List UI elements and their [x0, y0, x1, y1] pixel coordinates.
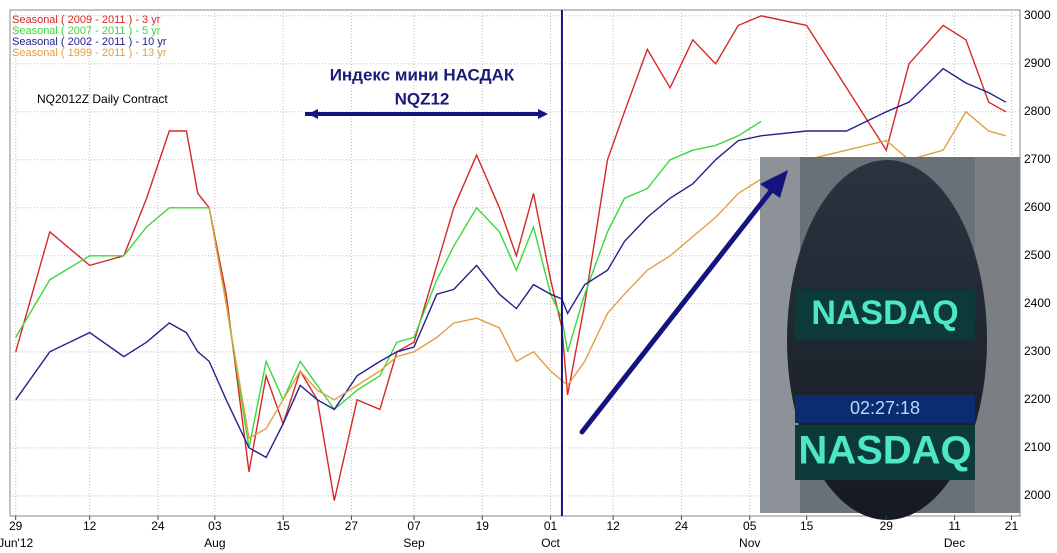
arrow-line — [579, 179, 781, 435]
legend-entry: Seasonal ( 2007 - 2011 ) - 5 yr — [12, 25, 161, 37]
x-tick-label: 05 — [743, 519, 757, 533]
x-tick-label: 24 — [151, 519, 165, 533]
x-month-label: Nov — [739, 536, 760, 550]
y-tick-label: 2200 — [1024, 392, 1051, 406]
x-tick-label: 15 — [276, 519, 290, 533]
y-tick-label: 2000 — [1024, 488, 1051, 502]
y-tick-label: 2300 — [1024, 344, 1051, 358]
subtitle: NQ2012Z Daily Contract — [37, 92, 168, 106]
arrow-head — [308, 109, 318, 119]
lines — [15, 10, 1007, 516]
x-tick-label: 19 — [476, 519, 490, 533]
photo-screen — [795, 425, 975, 480]
series-line — [15, 15, 1007, 501]
x-tick-label: 24 — [675, 519, 689, 533]
legend-entry: Seasonal ( 2002 - 2011 ) - 10 yr — [12, 36, 167, 48]
photo-screen — [795, 395, 975, 423]
y-tick-label: 2800 — [1024, 104, 1051, 118]
annotation: NQZ12 — [395, 89, 450, 108]
legend: Seasonal ( 2009 - 2011 ) - 3 yrSeasonal … — [12, 14, 167, 59]
y-tick-label: 2100 — [1024, 440, 1051, 454]
y-tick-label: 2900 — [1024, 56, 1051, 70]
legend-entry: Seasonal ( 1999 - 2011 ) - 13 yr — [12, 47, 167, 59]
photo-text: NASDAQ — [811, 294, 958, 332]
y-axis-bg — [1021, 10, 1057, 516]
y-tick-label: 2400 — [1024, 296, 1051, 310]
y-tick-label: 2500 — [1024, 248, 1051, 262]
grid — [10, 10, 1020, 516]
x-tick-label: 15 — [800, 519, 814, 533]
x-month-label: Oct — [541, 536, 560, 550]
x-month-label: Aug — [204, 536, 225, 550]
x-month-label: Dec — [944, 536, 965, 550]
x-tick-label: 29 — [9, 519, 23, 533]
legend-entry: Seasonal ( 2009 - 2011 ) - 3 yr — [12, 14, 161, 26]
arrow-head — [538, 109, 548, 119]
annotation: Индекс мини НАСДАК — [330, 65, 515, 84]
x-month-label: Sep — [403, 536, 425, 550]
x-tick-label: 21 — [1005, 519, 1019, 533]
x-tick-label: 11 — [948, 519, 961, 533]
y-tick-label: 3000 — [1024, 8, 1051, 22]
arrow-head — [760, 170, 788, 198]
y-tick-label: 2700 — [1024, 152, 1051, 166]
photo-screen — [795, 290, 975, 340]
x-tick-label: 29 — [880, 519, 894, 533]
series-line — [15, 67, 1007, 459]
y-tick-label: 2600 — [1024, 200, 1051, 214]
x-tick-label: 07 — [407, 519, 421, 533]
photo-text: 02:27:18 — [850, 398, 920, 418]
x-tick-label: 27 — [345, 519, 359, 533]
x-tick-label: 01 — [544, 519, 558, 533]
x-tick-label: 03 — [208, 519, 222, 533]
x-month-label: Jun'12 — [0, 536, 34, 550]
photo-text: NASDAQ — [798, 429, 971, 473]
photo: NASDAQ 02:27:18 NASDAQ — [760, 157, 1020, 520]
x-tick-label: 12 — [83, 519, 97, 533]
x-tick-label: 12 — [606, 519, 620, 533]
axes: 2000 2100 2200 2300 2400 2500 2600 2700 2800 2900… — [0, 8, 1051, 550]
series-line — [208, 110, 1006, 440]
